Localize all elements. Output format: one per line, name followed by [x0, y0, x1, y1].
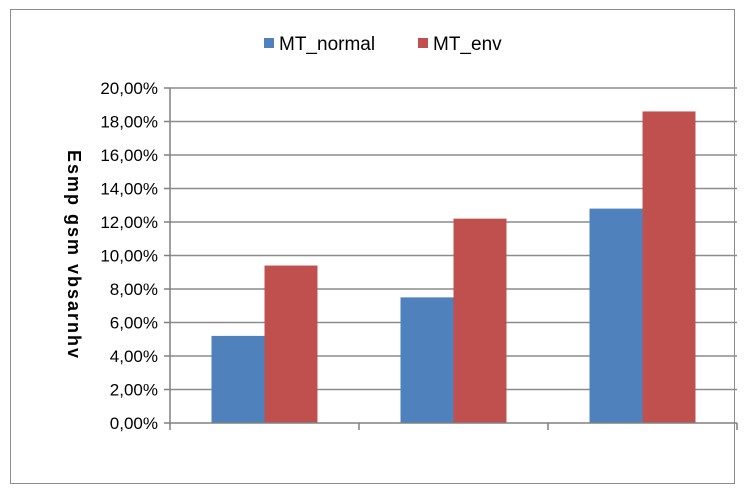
y-tick-label: 18,00% [100, 113, 158, 132]
legend: MT_normal MT_env [264, 34, 502, 55]
bar-mt-normal [400, 297, 454, 423]
y-tick-label: 10,00% [100, 247, 158, 266]
y-axis-label: Esmp gsm vbsarnhv [64, 150, 84, 360]
y-tick-label: 6,00% [110, 314, 158, 333]
y-tick-label: 8,00% [110, 280, 158, 299]
y-tick-label: 16,00% [100, 146, 158, 165]
legend-label: MT_normal [279, 34, 375, 55]
axes [164, 87, 738, 430]
y-tick-label: 2,00% [110, 381, 158, 400]
y-axis-title: Esmp gsm vbsarnhv [64, 150, 84, 360]
y-tick-label: 0,00% [110, 414, 158, 433]
bar-mt-env [453, 218, 507, 423]
bar-mt-env [264, 265, 318, 423]
y-tick-label: 14,00% [100, 180, 158, 199]
y-tick-label: 4,00% [110, 347, 158, 366]
bar-mt-env [642, 111, 696, 423]
y-tick-labels: 0,00% 2,00% 4,00% 6,00% 8,00% 10,00% 12,00% 14,… [100, 79, 158, 433]
legend-label: MT_env [433, 34, 502, 55]
legend-swatch [264, 38, 274, 48]
y-tick-label: 12,00% [100, 213, 158, 232]
bar-mt-normal [589, 208, 643, 423]
bar-mt-normal [211, 335, 265, 423]
y-tick-label: 20,00% [100, 79, 158, 98]
legend-swatch [418, 38, 428, 48]
bars [211, 111, 696, 423]
